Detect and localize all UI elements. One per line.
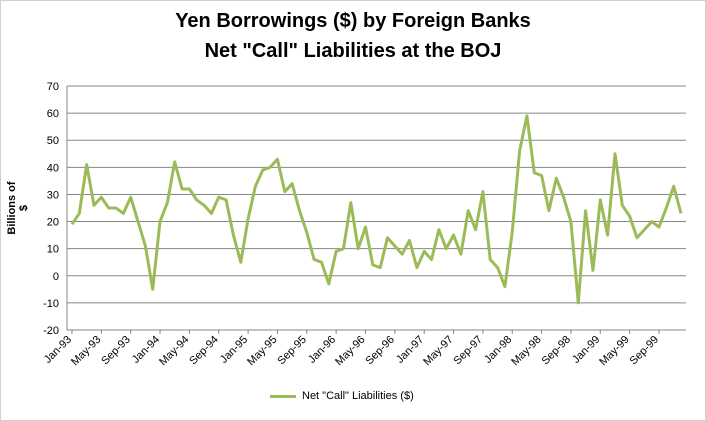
y-tick-label: 50 (47, 135, 59, 147)
legend-swatch (270, 394, 296, 398)
series-line (70, 114, 683, 305)
legend-label: Net "Call" Liabilities ($) (302, 390, 414, 402)
x-tick-label: Sep-93 (99, 334, 133, 368)
x-tick-label: May-99 (597, 334, 631, 368)
x-tick-label: Sep-95 (275, 334, 309, 368)
x-tick-label: May-94 (157, 334, 191, 368)
y-tick-label: 20 (47, 217, 59, 229)
y-tick-label: 70 (47, 81, 59, 93)
chart-title: Yen Borrowings ($) by Foreign Banks (175, 10, 531, 32)
x-tick-label: May-97 (421, 334, 455, 368)
x-tick-label: May-93 (69, 334, 103, 368)
y-tick-label: 60 (47, 108, 59, 120)
y-tick-label: 10 (47, 244, 59, 256)
y-tick-label: 30 (47, 189, 59, 201)
x-tick-label: Sep-97 (451, 334, 485, 368)
x-tick-label: Sep-99 (628, 334, 662, 368)
x-tick-label: Sep-98 (539, 334, 573, 368)
x-tick-label: Sep-96 (363, 334, 397, 368)
y-tick-label: -20 (43, 325, 59, 337)
chart-subtitle: Net "Call" Liabilities at the BOJ (204, 40, 502, 62)
x-tick-label: May-96 (333, 334, 367, 368)
x-tick-label: Sep-94 (187, 334, 221, 368)
legend: Net "Call" Liabilities ($) (270, 390, 414, 402)
y-tick-label: 0 (53, 271, 59, 283)
x-tick-label: May-98 (509, 334, 543, 368)
y-tick-label: 40 (47, 162, 59, 174)
x-tick-label: May-95 (245, 334, 279, 368)
y-tick-label: -10 (43, 298, 59, 310)
